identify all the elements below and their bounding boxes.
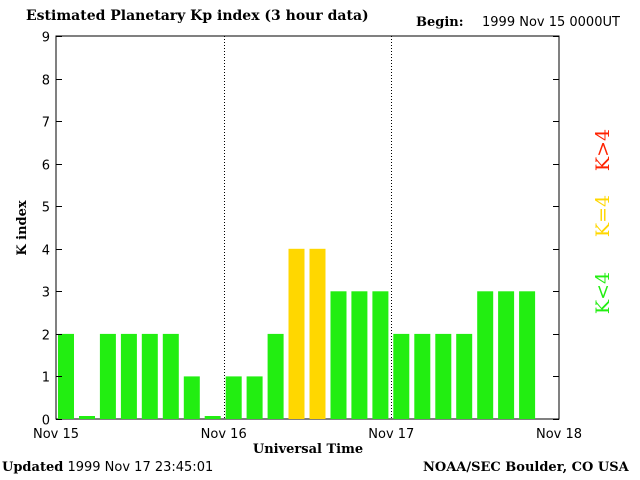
updated-label: Updated [2,460,64,475]
updated-value: 1999 Nov 17 23:45:01 [67,460,214,475]
legend-k-greater-4: K>4 [592,129,614,171]
kp-bar [519,291,536,419]
plot-frame [55,35,560,420]
kp-bar [79,416,95,419]
x-tick-label: Nov 18 [536,427,582,442]
kp-bar [99,333,116,419]
x-axis: Nov 15 Nov 16 Nov 17 Nov 18 [33,427,582,442]
legend-k-less-4: K<4 [592,272,614,314]
begin-value: 1999 Nov 15 0000UT [482,15,620,30]
y-tick-label: 8 [42,74,50,89]
kp-bar [309,248,326,419]
kp-bar [393,333,410,419]
x-axis-label: Universal Time [253,442,363,457]
kp-bar [204,416,221,419]
y-tick-label: 3 [42,286,50,301]
y-tick-label: 4 [42,244,50,259]
legend: K<4 K=4 K>4 [592,129,614,314]
updated-line: Updated 1999 Nov 17 23:45:01 [2,460,213,475]
kp-bar [141,333,158,419]
y-tick-label: 6 [42,159,50,174]
x-tick-label: Nov 15 [33,427,79,442]
y-tick-label: 7 [42,116,50,131]
x-tick-label: Nov 16 [201,427,247,442]
kp-bar [435,333,452,419]
begin-label: Begin: [416,15,464,30]
kp-bar [456,333,473,419]
y-tick-label: 5 [42,201,50,216]
y-axis-label: K index [15,200,30,256]
kp-bar [120,333,137,419]
y-tick-label: 1 [42,371,50,386]
kp-bar [58,333,74,419]
chart-title: Estimated Planetary Kp index (3 hour dat… [26,8,369,24]
y-tick-label: 2 [42,329,50,344]
kp-bar [477,291,494,419]
kp-bar [225,376,242,419]
kp-bar [267,333,284,419]
kp-bar [330,291,347,419]
source-credit: NOAA/SEC Boulder, CO USA [423,460,629,475]
kp-bar [372,291,389,419]
kp-bar [288,248,305,419]
kp-bar [414,333,431,419]
y-axis: 0 1 2 3 4 5 6 7 8 9 [42,31,559,429]
kp-bar [351,291,368,419]
x-tick-label: Nov 17 [368,427,414,442]
kp-bar [498,291,515,419]
bars [58,248,536,419]
legend-k-equal-4: K=4 [592,195,614,237]
y-tick-label: 0 [42,414,50,429]
day-gridlines [224,36,392,419]
kp-bar [183,376,200,419]
kp-bar [162,333,179,419]
y-tick-label: 9 [42,31,50,46]
kp-bar [246,376,263,419]
